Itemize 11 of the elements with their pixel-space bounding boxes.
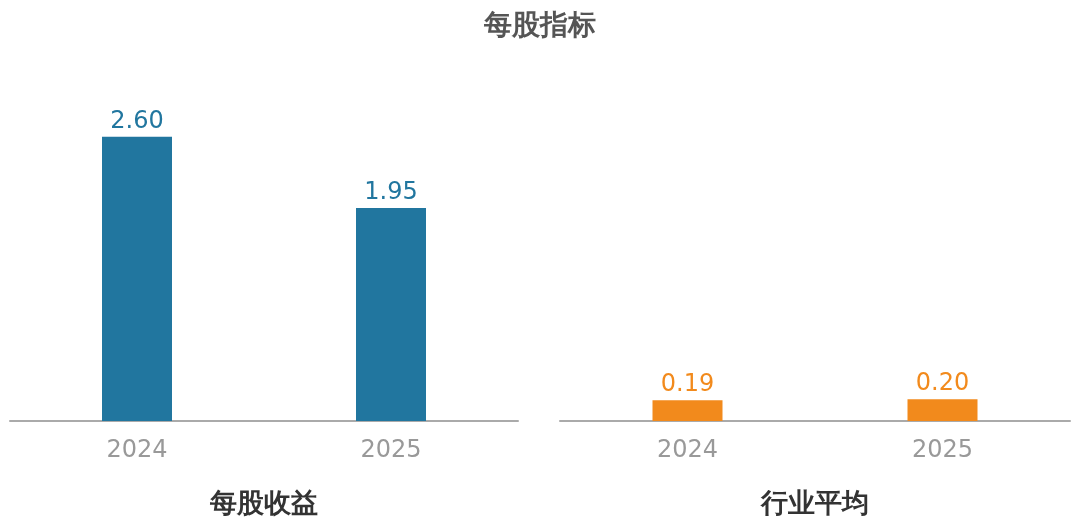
x-tick-label: 2024: [106, 435, 168, 463]
x-tick-label: 2025: [911, 435, 974, 463]
data-label: 2.60: [110, 105, 164, 134]
x-tick-label: 2024: [656, 435, 719, 463]
x-axis-title: 行业平均: [760, 487, 869, 518]
data-label: 0.20: [915, 368, 970, 397]
x-axis-title: 每股收益: [209, 487, 318, 518]
data-label: 1.95: [364, 176, 418, 205]
chart-title: 每股指标: [483, 7, 597, 43]
data-label: 0.19: [660, 369, 715, 398]
x-tick-label: 2025: [360, 435, 422, 463]
